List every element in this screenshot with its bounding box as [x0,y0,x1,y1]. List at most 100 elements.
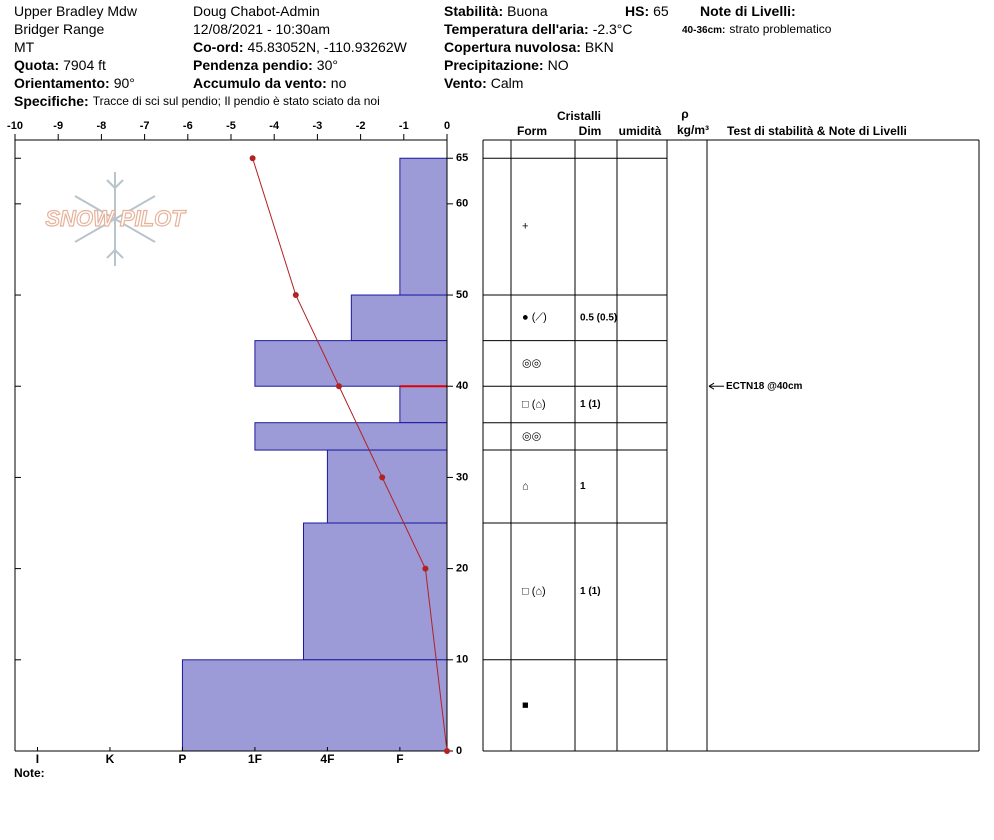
header-field: Orientamento: 90° [14,75,135,91]
field-label: Copertura nuvolosa: [444,39,581,55]
header-field: Vento: Calm [444,75,523,91]
grain-form: ■ [522,699,529,711]
hardness-bar [399,385,448,424]
y-tick-label: 20 [456,563,468,575]
hardness-tick-label: 1F [248,752,262,766]
field-label: Orientamento: [14,75,110,91]
field-label: Pendenza pendio: [193,57,313,73]
y-tick-label: 40 [456,380,468,392]
x-tick-label: 0 [444,120,450,132]
hardness-tick-label: F [396,752,403,766]
field-label: Accumulo da vento: [193,75,327,91]
field-label: Quota: [14,57,59,73]
table-header: Dim [579,124,602,138]
x-tick-label: -10 [7,120,23,132]
field-value: 65 [653,3,669,19]
header-field: Co-ord: 45.83052N, -110.93262W [193,39,408,55]
y-tick-label: 0 [456,745,462,757]
field-value: NO [548,57,569,73]
header-field: Doug Chabot-Admin [193,3,320,19]
field-value: no [331,75,347,91]
hardness-tick-label: P [178,752,186,766]
field-value: 7904 ft [63,57,106,73]
header-field: HS: 65 [625,3,669,19]
grain-form: ◎◎ [522,430,541,442]
field-label: Co-ord: [193,39,244,55]
field-label: Note di Livelli: [700,3,796,19]
temperature-point [379,474,386,481]
header-text: Doug Chabot-Admin [193,3,320,19]
table-header: Test di stabilità & Note di Livelli [727,124,907,138]
header-field: Note di Livelli: [700,3,796,19]
header-field: MT [14,39,35,55]
field-value: strato problematico [729,22,831,36]
table-header: umidità [619,124,662,138]
grain-form: + [522,221,528,233]
hardness-bar [399,157,448,296]
header-field: Precipitazione: NO [444,57,569,73]
header-field: 12/08/2021 - 10:30am [193,21,330,37]
x-tick-label: -3 [313,120,323,132]
x-tick-label: -4 [269,120,280,132]
grain-form: ● (⟋) [522,312,547,324]
logo-text: SNOW PILOT [45,206,186,231]
field-label: 40-36cm: [682,25,725,36]
x-tick-label: -6 [183,120,193,132]
header-text: Bridger Range [14,21,104,37]
field-label: Precipitazione: [444,57,544,73]
temperature-point [336,383,342,390]
hardness-bar [350,294,448,342]
hardness-bar [302,522,448,661]
field-value: 30° [317,57,338,73]
header-text: Upper Bradley Mdw [14,3,138,19]
y-tick-label: 60 [456,198,468,210]
test-label: ECTN18 @40cm [726,381,803,392]
hardness-tick-label: 4F [320,752,334,766]
grain-size: 1 [580,481,586,492]
field-label: HS: [625,3,649,19]
field-label: Specifiche: [14,93,89,109]
field-value: -2.3°C [593,21,633,37]
test-arrow-head [708,382,715,390]
header-field: Bridger Range [14,21,104,37]
header-field: Copertura nuvolosa: BKN [444,39,614,55]
y-tick-label: 65 [456,152,468,164]
x-tick-label: -7 [140,120,150,132]
grain-form: ◎◎ [522,357,541,369]
y-tick-label: 30 [456,471,468,483]
grain-size: 0.5 (0.5) [580,312,617,323]
temperature-point [292,292,299,299]
field-value: BKN [585,39,614,55]
hardness-tick-label: I [36,752,39,766]
field-value: Calm [491,75,524,91]
table-group-header: Cristalli [557,109,601,123]
hardness-bar [326,449,448,524]
density-unit: kg/m³ [677,123,709,137]
header-field: Stabilità: Buona [444,3,548,19]
hardness-bar [254,422,448,451]
temperature-point [249,155,256,162]
grain-form: □ (⌂) [522,398,546,410]
temperature-line [252,158,448,752]
note-label: Note: [14,766,45,780]
header-text: 12/08/2021 - 10:30am [193,21,330,37]
x-tick-label: -2 [356,120,366,132]
header-field: Temperatura dell'aria: -2.3°C [444,21,633,37]
logo-snowflake [74,172,156,266]
temperature-point [444,748,450,754]
hardness-bar [254,340,448,387]
hardness-tick-label: K [106,752,115,766]
x-tick-label: -5 [226,120,236,132]
grain-form: □ (⌂) [522,585,546,597]
hardness-bar [181,659,448,752]
x-tick-label: -1 [399,120,409,132]
y-tick-label: 50 [456,289,468,301]
field-value: 45.83052N, -110.93262W [248,39,408,55]
header-field: Quota: 7904 ft [14,57,106,73]
header-field: Accumulo da vento: no [193,75,347,91]
header-text: MT [14,39,35,55]
x-tick-label: -9 [53,120,63,132]
x-tick-label: -8 [97,120,107,132]
grain-form: ⌂ [522,480,529,492]
